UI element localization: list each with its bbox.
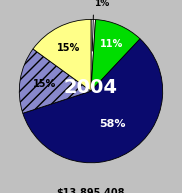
Text: $13,895,408: $13,895,408: [57, 188, 125, 193]
Wedge shape: [91, 19, 140, 91]
Text: 58%: 58%: [99, 119, 125, 129]
Text: 15%: 15%: [57, 43, 80, 53]
Text: 11%: 11%: [100, 39, 123, 49]
Wedge shape: [33, 19, 91, 91]
Text: 2004: 2004: [64, 78, 118, 97]
Wedge shape: [19, 49, 91, 113]
Wedge shape: [91, 19, 96, 91]
Text: 15%: 15%: [33, 79, 57, 89]
Wedge shape: [23, 39, 163, 163]
Text: 1%: 1%: [94, 0, 109, 8]
